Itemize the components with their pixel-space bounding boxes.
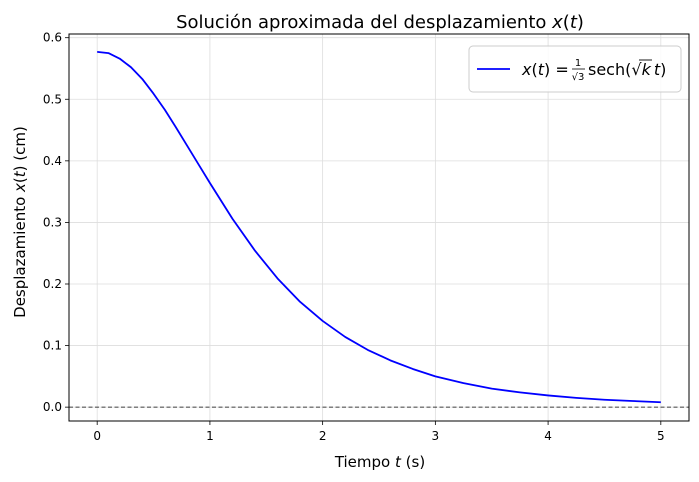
y-tick-label: 0.2 <box>43 277 62 291</box>
x-tick-label: 1 <box>206 429 214 443</box>
y-axis-label: Desplazamiento x(t) (cm) <box>11 126 29 318</box>
chart-title: Solución aproximada del desplazamiento x… <box>176 12 584 33</box>
legend-frac-den: √3 <box>572 72 585 83</box>
x-tick-label: 5 <box>657 429 665 443</box>
legend-frac-num: 1 <box>575 58 581 69</box>
x-tick-label: 3 <box>432 429 440 443</box>
y-tick-label: 0.5 <box>43 92 62 106</box>
y-tick-label: 0.3 <box>43 215 62 229</box>
x-tick-label: 4 <box>544 429 552 443</box>
y-tick-label: 0.0 <box>43 400 62 414</box>
x-axis-ticks: 0 1 2 3 4 5 <box>93 421 665 443</box>
grid-lines <box>69 34 689 421</box>
legend: x(t) = 1 √3 sech(√k t) <box>468 45 682 93</box>
y-tick-label: 0.6 <box>43 31 62 45</box>
y-tick-label: 0.1 <box>43 339 62 353</box>
series-layer <box>97 50 661 404</box>
y-axis-ticks: 0.0 0.1 0.2 0.3 0.4 0.5 0.6 <box>43 31 69 414</box>
y-tick-label: 0.4 <box>43 154 62 168</box>
svg-text:x(t) =: x(t) = <box>521 60 569 79</box>
x-tick-label: 0 <box>93 429 101 443</box>
series-line <box>97 50 661 404</box>
x-axis-label: Tiempo t (s) <box>334 453 425 471</box>
svg-text:sech(√kt): sech(√k t) <box>588 60 666 79</box>
plot-frame <box>68 33 690 422</box>
legend-label: x(t) = 1 √3 sech(√k t) <box>521 58 666 83</box>
x-tick-label: 2 <box>319 429 327 443</box>
